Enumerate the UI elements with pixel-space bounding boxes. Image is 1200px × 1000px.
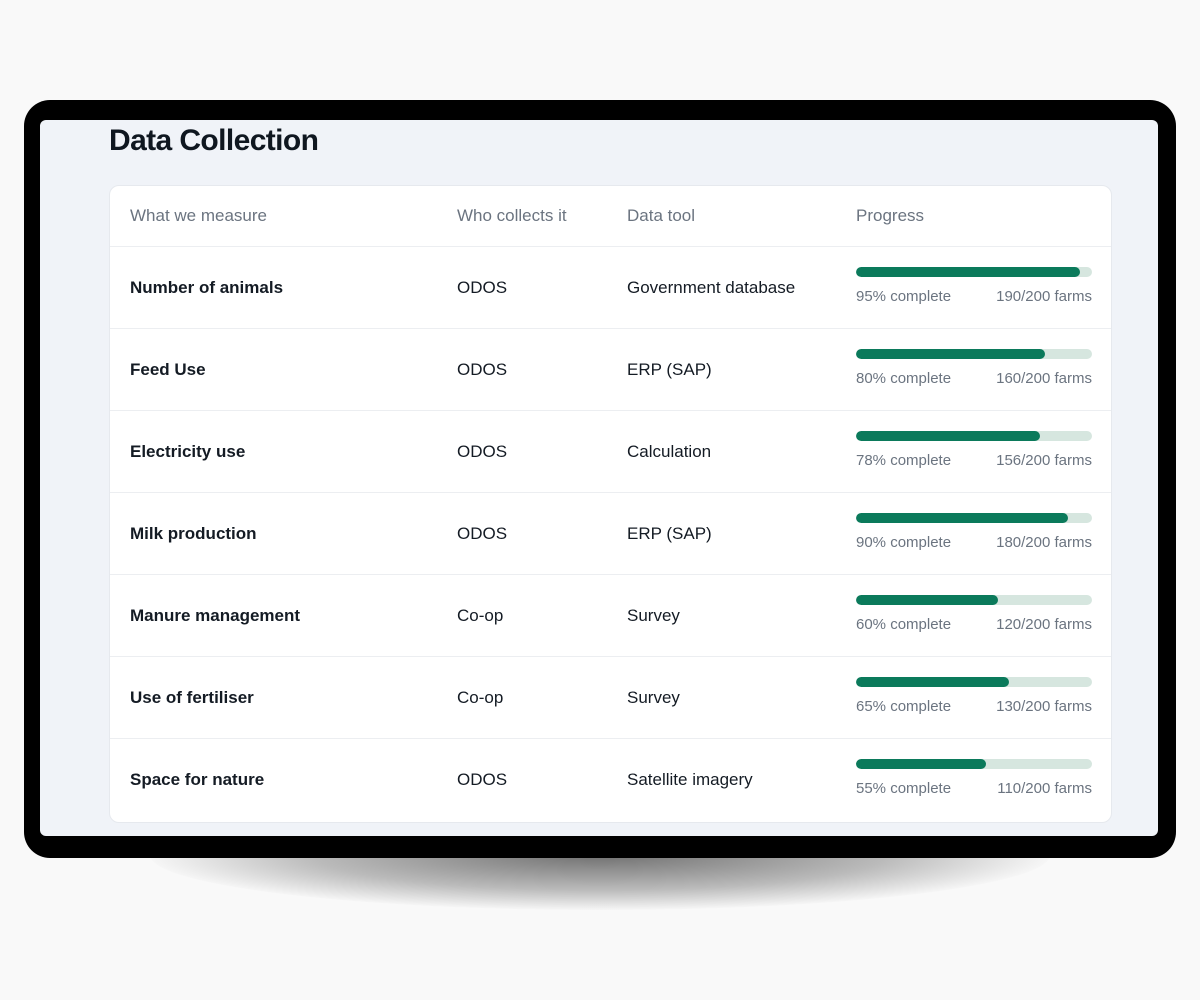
data-collection-table: What we measure Who collects it Data too… — [109, 185, 1112, 823]
table-row: Manure management Co-op Survey 60% compl… — [110, 575, 1111, 657]
collector-cell: ODOS — [457, 359, 508, 379]
table-row: Electricity use ODOS Calculation 78% com… — [110, 411, 1111, 493]
farms-count-label: 160/200 farms — [996, 370, 1092, 387]
tool-cell: ERP (SAP) — [627, 359, 712, 379]
progress-indicator: 78% complete 156/200 farms — [856, 431, 1092, 469]
percent-complete-label: 90% complete — [856, 534, 952, 551]
collector-cell: Co-op — [457, 605, 504, 625]
progress-indicator: 80% complete 160/200 farms — [856, 349, 1092, 387]
device-frame: Data Collection What we measure Who coll… — [24, 100, 1176, 858]
tool-cell: ERP (SAP) — [627, 523, 712, 543]
progress-track — [856, 513, 1092, 523]
farms-count-label: 156/200 farms — [996, 452, 1092, 469]
table-header: What we measure Who collects it Data too… — [110, 186, 1111, 247]
tool-cell: Survey — [627, 687, 680, 707]
percent-complete-label: 65% complete — [856, 698, 952, 715]
tool-cell: Calculation — [627, 441, 712, 461]
measure-cell: Number of animals — [130, 277, 284, 297]
percent-complete-label: 95% complete — [856, 288, 952, 305]
progress-indicator: 65% complete 130/200 farms — [856, 677, 1092, 715]
table-row: Use of fertiliser Co-op Survey 65% compl… — [110, 657, 1111, 739]
measure-cell: Milk production — [130, 523, 257, 543]
collector-cell: ODOS — [457, 523, 508, 543]
progress-track — [856, 595, 1092, 605]
progress-track — [856, 267, 1092, 277]
progress-fill — [856, 677, 1010, 687]
tool-cell: Satellite imagery — [627, 770, 753, 789]
header-progress: Progress — [856, 206, 925, 225]
progress-fill — [856, 431, 1041, 441]
farms-count-label: 120/200 farms — [996, 616, 1092, 633]
progress-track — [856, 349, 1092, 359]
progress-track — [856, 677, 1092, 687]
measure-cell: Manure management — [130, 605, 301, 625]
percent-complete-label: 78% complete — [856, 452, 952, 469]
progress-indicator: 90% complete 180/200 farms — [856, 513, 1092, 551]
collector-cell: ODOS — [457, 277, 508, 297]
collector-cell: ODOS — [457, 770, 508, 789]
page-title: Data Collection — [109, 124, 319, 157]
measure-cell: Feed Use — [130, 359, 206, 379]
table-row: Number of animals ODOS Government databa… — [110, 247, 1111, 329]
percent-complete-label: 55% complete — [856, 780, 952, 797]
progress-track — [856, 431, 1092, 441]
farms-count-label: 180/200 farms — [996, 534, 1092, 551]
progress-indicator: 60% complete 120/200 farms — [856, 595, 1092, 633]
progress-fill — [856, 759, 986, 769]
farms-count-label: 190/200 farms — [996, 288, 1092, 305]
header-data-tool: Data tool — [627, 206, 696, 225]
measure-cell: Use of fertiliser — [130, 687, 254, 707]
measure-cell: Space for nature — [130, 770, 265, 789]
farms-count-label: 110/200 farms — [997, 780, 1092, 797]
progress-indicator: 95% complete 190/200 farms — [856, 267, 1092, 305]
tool-cell: Government database — [627, 277, 796, 297]
screen: Data Collection What we measure Who coll… — [40, 120, 1158, 836]
progress-indicator: 55% complete 110/200 farms — [856, 759, 1092, 797]
collector-cell: Co-op — [457, 687, 504, 707]
header-who-collects: Who collects it — [457, 206, 567, 225]
table-row: Milk production ODOS ERP (SAP) 90% compl… — [110, 493, 1111, 575]
progress-fill — [856, 595, 998, 605]
table-row: Feed Use ODOS ERP (SAP) 80% complete 160/… — [110, 329, 1111, 411]
measure-cell: Electricity use — [130, 441, 246, 461]
header-what-we-measure: What we measure — [130, 206, 267, 225]
table-row: Space for nature ODOS Satellite imagery … — [110, 739, 1111, 821]
progress-fill — [856, 267, 1081, 277]
farms-count-label: 130/200 farms — [996, 698, 1092, 715]
collector-cell: ODOS — [457, 441, 508, 461]
percent-complete-label: 80% complete — [856, 370, 952, 387]
tool-cell: Survey — [627, 605, 680, 625]
progress-fill — [856, 349, 1045, 359]
percent-complete-label: 60% complete — [856, 616, 952, 633]
progress-fill — [856, 513, 1069, 523]
progress-track — [856, 759, 1092, 769]
